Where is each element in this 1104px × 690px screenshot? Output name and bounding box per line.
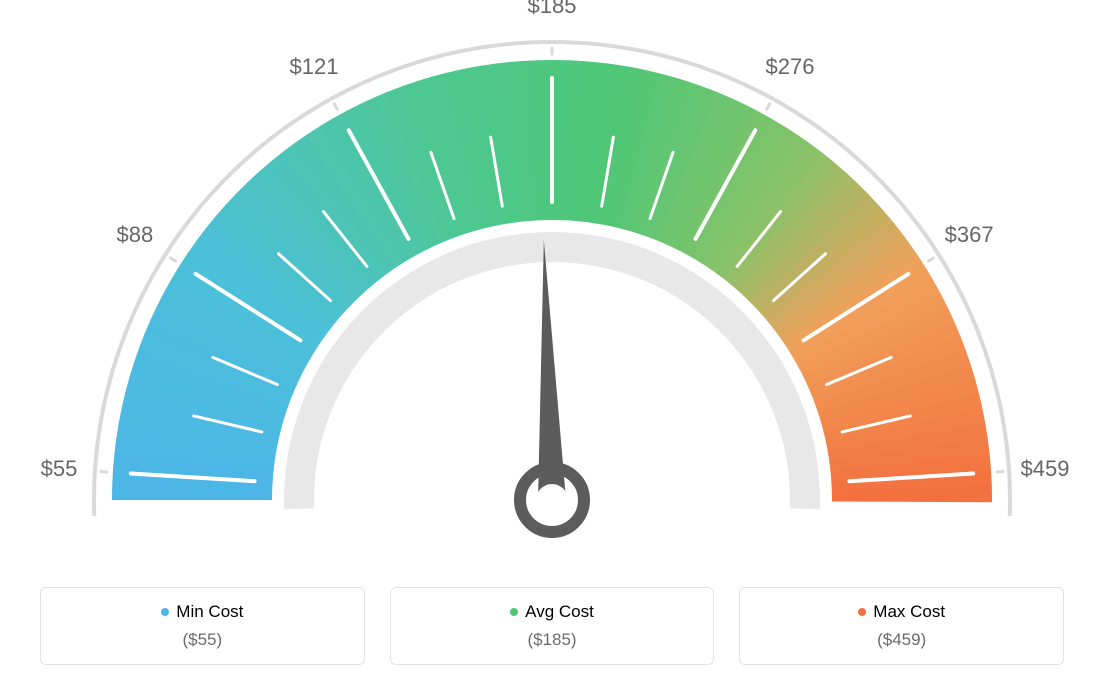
legend-label-min: Min Cost xyxy=(176,602,243,622)
legend-card-max: Max Cost ($459) xyxy=(739,587,1064,665)
legend-card-min: Min Cost ($55) xyxy=(40,587,365,665)
gauge-svg xyxy=(0,0,1104,560)
gauge-scale-label: $88 xyxy=(117,222,154,248)
legend-value-avg: ($185) xyxy=(401,630,704,650)
gauge-scale-label: $276 xyxy=(766,54,815,80)
legend-row: Min Cost ($55) Avg Cost ($185) Max Cost … xyxy=(0,587,1104,665)
legend-dot-min xyxy=(161,608,169,616)
legend-value-max: ($459) xyxy=(750,630,1053,650)
gauge-scale-label: $55 xyxy=(41,456,78,482)
gauge-scale-label: $367 xyxy=(945,222,994,248)
legend-title-avg: Avg Cost xyxy=(510,602,594,622)
legend-card-avg: Avg Cost ($185) xyxy=(390,587,715,665)
legend-dot-avg xyxy=(510,608,518,616)
legend-title-min: Min Cost xyxy=(161,602,243,622)
legend-value-min: ($55) xyxy=(51,630,354,650)
legend-label-avg: Avg Cost xyxy=(525,602,594,622)
legend-title-max: Max Cost xyxy=(858,602,945,622)
legend-label-max: Max Cost xyxy=(873,602,945,622)
gauge-scale-label: $459 xyxy=(1021,456,1070,482)
legend-dot-max xyxy=(858,608,866,616)
gauge-area: $55 $88 $121 $185 $276 $367 $459 xyxy=(0,0,1104,560)
gauge-scale-label: $121 xyxy=(290,54,339,80)
gauge-scale-label: $185 xyxy=(528,0,577,19)
cost-gauge-widget: $55 $88 $121 $185 $276 $367 $459 Min Cost ($55… xyxy=(0,0,1104,690)
